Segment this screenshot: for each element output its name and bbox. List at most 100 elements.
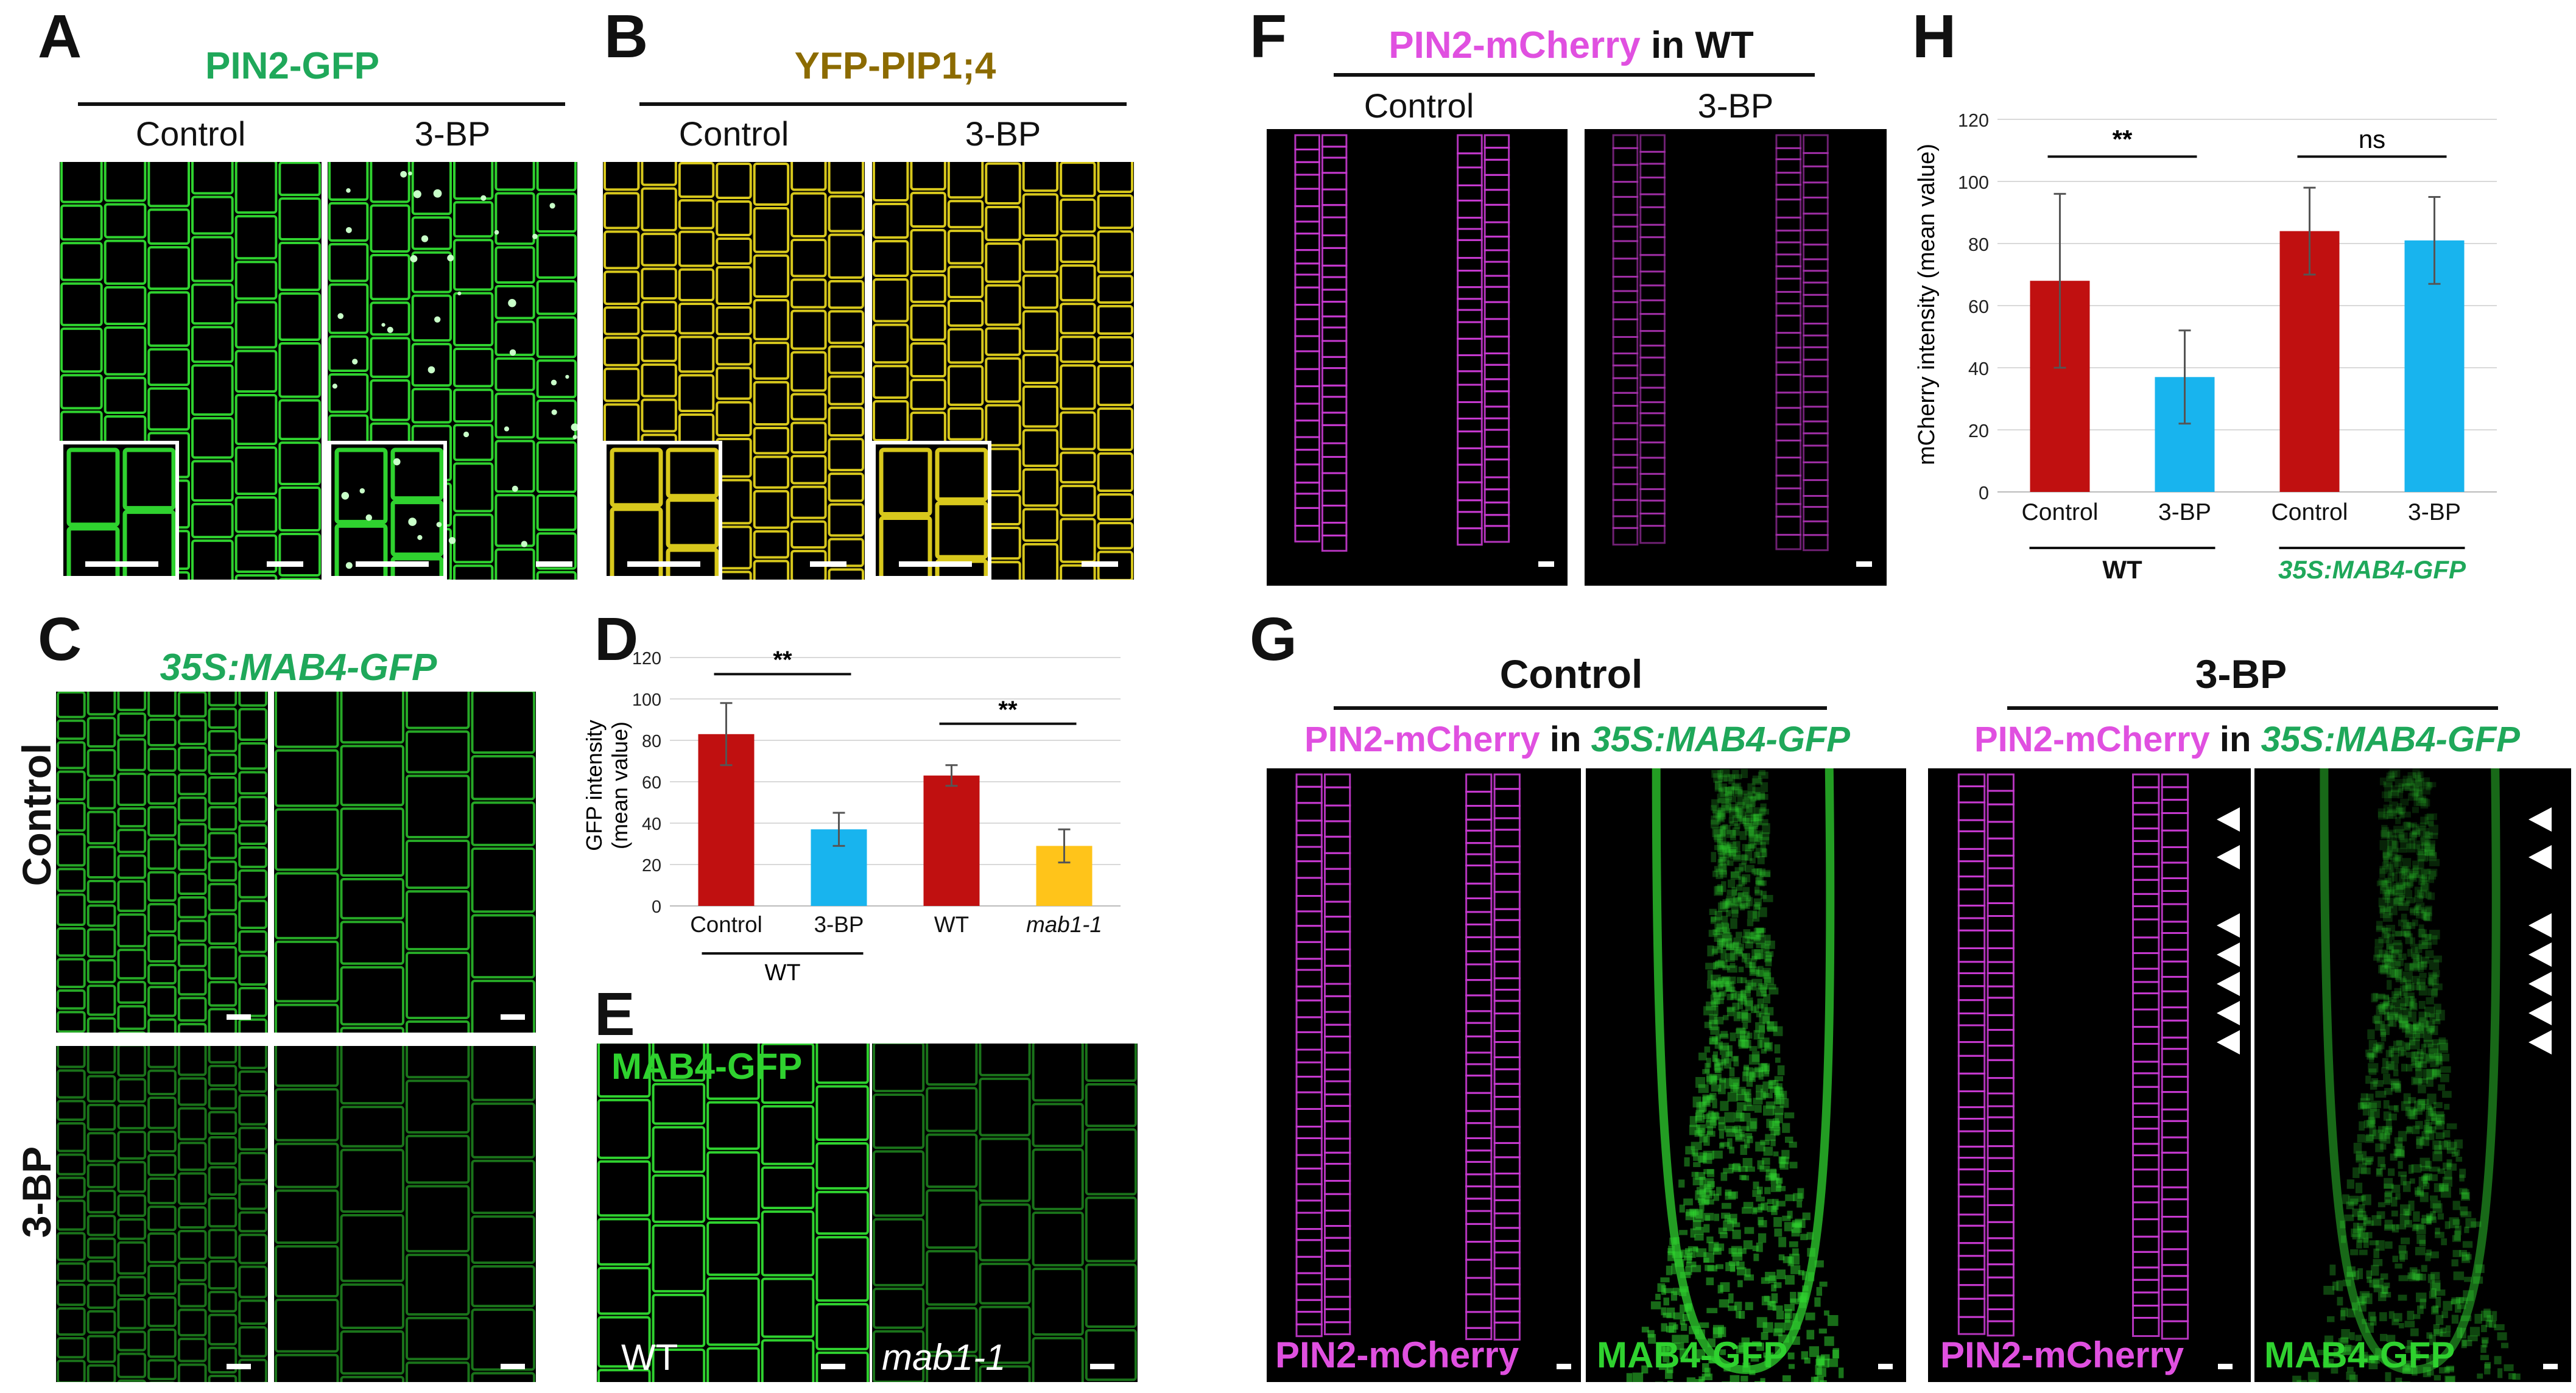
gfp-signal <box>1755 847 1767 858</box>
gfp-signal <box>2382 927 2388 934</box>
cell-outline <box>1639 206 1666 226</box>
gfp-signal <box>1754 1067 1764 1073</box>
cell-outline <box>1803 134 1829 154</box>
gfp-signal <box>1755 792 1761 801</box>
gfp-signal <box>2492 1311 2497 1321</box>
gfp-signal <box>2489 1321 2496 1328</box>
gfp-signal <box>1737 998 1744 1009</box>
gfp-signal <box>1698 1052 1707 1061</box>
cell-outline <box>471 755 535 801</box>
cell-outline <box>536 162 577 192</box>
significance-label: ns <box>2359 125 2385 153</box>
gfp-signal <box>1709 908 1717 915</box>
gfp-signal <box>1731 872 1740 878</box>
gfp-signal <box>2469 1327 2480 1336</box>
cell-outline <box>604 192 640 230</box>
gfp-signal <box>2404 963 2414 971</box>
arrowhead-icon <box>2528 972 2552 996</box>
cell-outline <box>979 1305 1031 1364</box>
gfp-signal <box>2480 1355 2490 1361</box>
cell-outline <box>873 323 909 364</box>
cell-outline <box>597 1218 651 1266</box>
cell-outline <box>873 240 909 277</box>
gfp-signal <box>2361 1352 2368 1363</box>
gfp-signal <box>2455 1225 2462 1235</box>
gfp-signal <box>1789 1241 1798 1247</box>
gfp-signal <box>2385 1128 2392 1135</box>
gfp-signal <box>2455 1156 2463 1162</box>
gfp-signal <box>1764 952 1772 963</box>
gfp-signal <box>1758 1219 1767 1227</box>
cell-outline <box>1957 1242 1986 1257</box>
cell-outline <box>1493 861 1521 875</box>
cell-outline <box>873 1287 925 1329</box>
gfp-signal <box>2423 912 2430 921</box>
gfp-signal <box>1730 1085 1737 1093</box>
cell-outline <box>1294 286 1320 306</box>
gfp-signal <box>2409 838 2415 849</box>
arrowhead-icon <box>2217 807 2240 832</box>
cell-outline <box>1483 405 1510 419</box>
cell-outline <box>1803 346 1829 361</box>
panel-a-title-rule <box>78 102 565 106</box>
cell-outline <box>1457 270 1483 289</box>
gfp-signal <box>2412 1021 2421 1032</box>
y-tick-label: 20 <box>642 856 661 875</box>
gfp-signal <box>1736 1102 1747 1111</box>
cell-outline <box>2132 1235 2160 1253</box>
gfp-signal <box>1747 1098 1752 1107</box>
cell-outline <box>1465 1185 1493 1200</box>
significance-label: ** <box>2113 125 2133 153</box>
cell-outline <box>208 730 238 753</box>
cell-outline <box>1323 1035 1351 1054</box>
gfp-signal <box>2418 961 2424 972</box>
cell-outline <box>275 940 339 1003</box>
arrowhead-icon <box>2528 913 2552 938</box>
cell-outline <box>57 692 86 718</box>
gfp-signal <box>2435 1227 2440 1235</box>
gfp-signal <box>2357 1223 2367 1230</box>
cell-outline <box>1493 829 1521 847</box>
cell-outline <box>1803 305 1829 325</box>
cell-outline <box>57 1046 86 1068</box>
gfp-signal <box>2443 1300 2452 1311</box>
gfp-signal <box>1761 1048 1767 1054</box>
cell-outline <box>86 810 116 845</box>
gfp-signal <box>2424 1012 2430 1017</box>
y-tick-label: 120 <box>632 649 661 668</box>
gfp-signal <box>2430 1025 2438 1036</box>
gfp-signal <box>2420 883 2430 893</box>
gfp-signal <box>1733 854 1741 862</box>
gfp-signal <box>1749 962 1755 972</box>
gfp-signal <box>2386 772 2395 782</box>
gfp-signal <box>1753 868 1762 876</box>
gfp-signal <box>1782 1256 1792 1263</box>
gfp-signal <box>1764 1187 1771 1195</box>
gfp-signal <box>2341 1328 2350 1339</box>
gfp-signal <box>1827 1358 1839 1367</box>
cell-outline <box>947 230 984 265</box>
gfp-signal <box>1753 814 1759 821</box>
cell-outline <box>117 980 147 1004</box>
cell-outline <box>177 943 207 967</box>
gfp-signal <box>2435 1132 2445 1140</box>
cell-outline <box>536 441 577 493</box>
gfp-signal <box>2483 1308 2491 1318</box>
cell-outline <box>1957 929 1986 950</box>
gfp-signal <box>1716 868 1723 879</box>
gfp-signal <box>1748 1072 1756 1082</box>
gfp-signal <box>2459 1168 2466 1178</box>
gfp-signal <box>1701 1374 1713 1380</box>
cell-outline <box>275 872 339 939</box>
gfp-signal <box>2357 1215 2368 1221</box>
gfp-signal <box>1765 955 1772 961</box>
cell-outline <box>1483 301 1510 320</box>
gfp-signal <box>1736 808 1742 819</box>
gfp-signal <box>1650 1301 1661 1310</box>
cell-outline <box>1022 385 1059 428</box>
cell-outline <box>57 1122 86 1153</box>
gfp-signal <box>2405 1051 2415 1058</box>
gfp-signal <box>2426 1355 2431 1364</box>
gfp-signal <box>1762 1105 1774 1116</box>
cell-outline <box>1323 1163 1351 1182</box>
